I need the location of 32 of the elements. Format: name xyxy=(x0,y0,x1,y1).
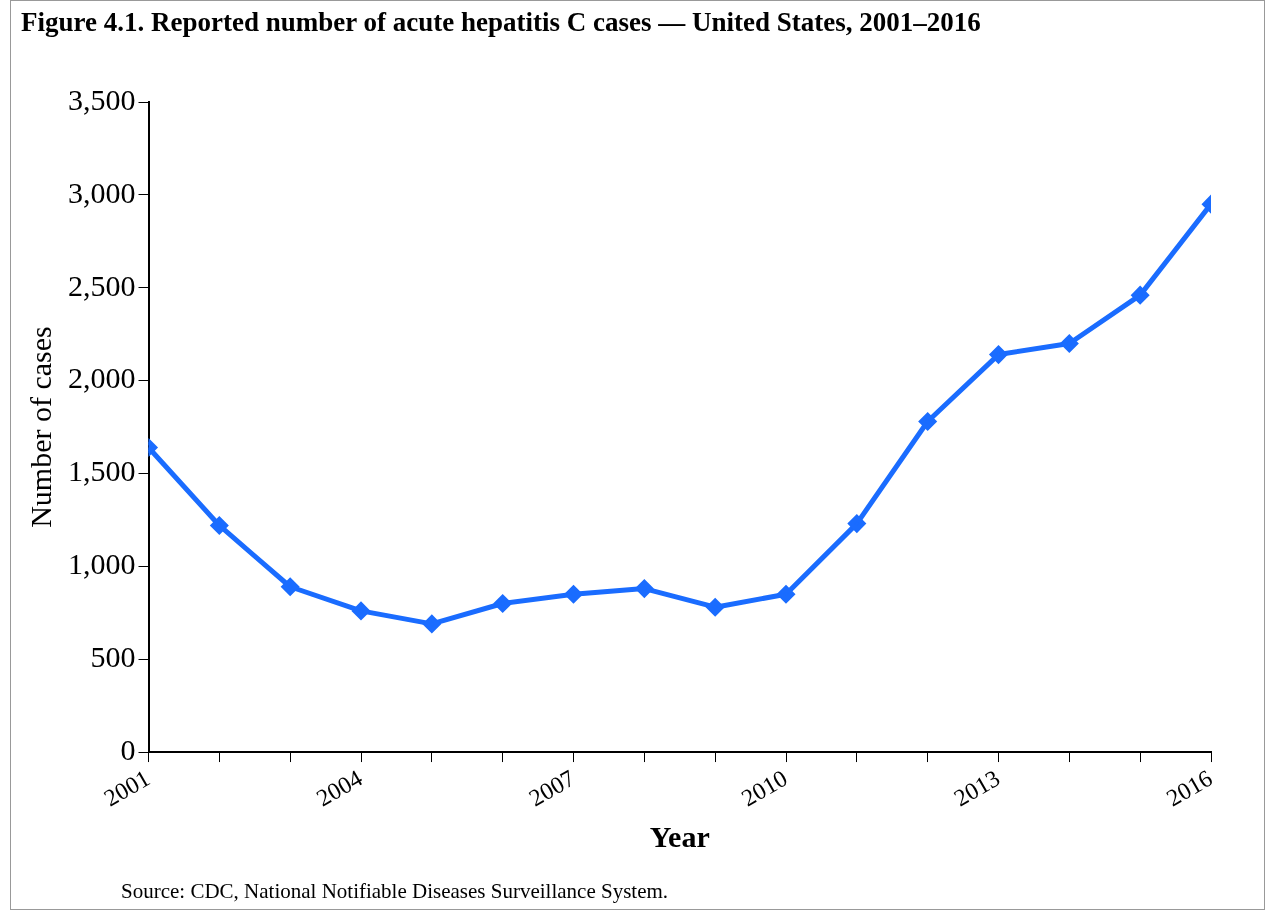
source-note: Source: CDC, National Notifiable Diseases Surveillance System. xyxy=(121,879,669,904)
point xyxy=(210,516,228,534)
point xyxy=(919,412,937,430)
y-tick-label: 3,000 xyxy=(68,175,136,209)
point xyxy=(848,515,866,533)
y-tick-label: 2,500 xyxy=(68,268,136,302)
point xyxy=(352,602,370,620)
x-tick-label: 2013 xyxy=(949,764,1005,812)
x-tick-label: 2004 xyxy=(312,764,367,812)
point xyxy=(565,585,582,603)
y-tick-label: 3,500 xyxy=(68,82,136,116)
point xyxy=(494,594,512,612)
point xyxy=(706,598,724,616)
point xyxy=(1060,334,1078,352)
y-tick-label: 0 xyxy=(120,732,136,766)
point xyxy=(635,580,653,598)
x-tick-label: 2007 xyxy=(524,764,580,812)
chart-title: Figure 4.1. Reported number of acute hepatitis C cases — United States, 2001–2016 xyxy=(21,7,981,38)
point xyxy=(281,578,299,596)
x-tick-label: 2016 xyxy=(1162,764,1217,812)
point xyxy=(423,615,441,633)
x-tick-label: 2001 xyxy=(99,764,155,812)
y-axis-title: Number of cases xyxy=(23,326,57,528)
x-tick-label: 2010 xyxy=(737,764,792,812)
y-tick-label: 2,000 xyxy=(68,361,136,395)
y-tick-label: 500 xyxy=(90,640,136,674)
y-tick-label: 1,000 xyxy=(68,547,136,581)
point xyxy=(1131,286,1149,304)
point xyxy=(777,585,795,603)
x-axis-title: Year xyxy=(649,819,710,853)
y-tick-label: 1,500 xyxy=(68,454,136,488)
point xyxy=(990,346,1007,364)
